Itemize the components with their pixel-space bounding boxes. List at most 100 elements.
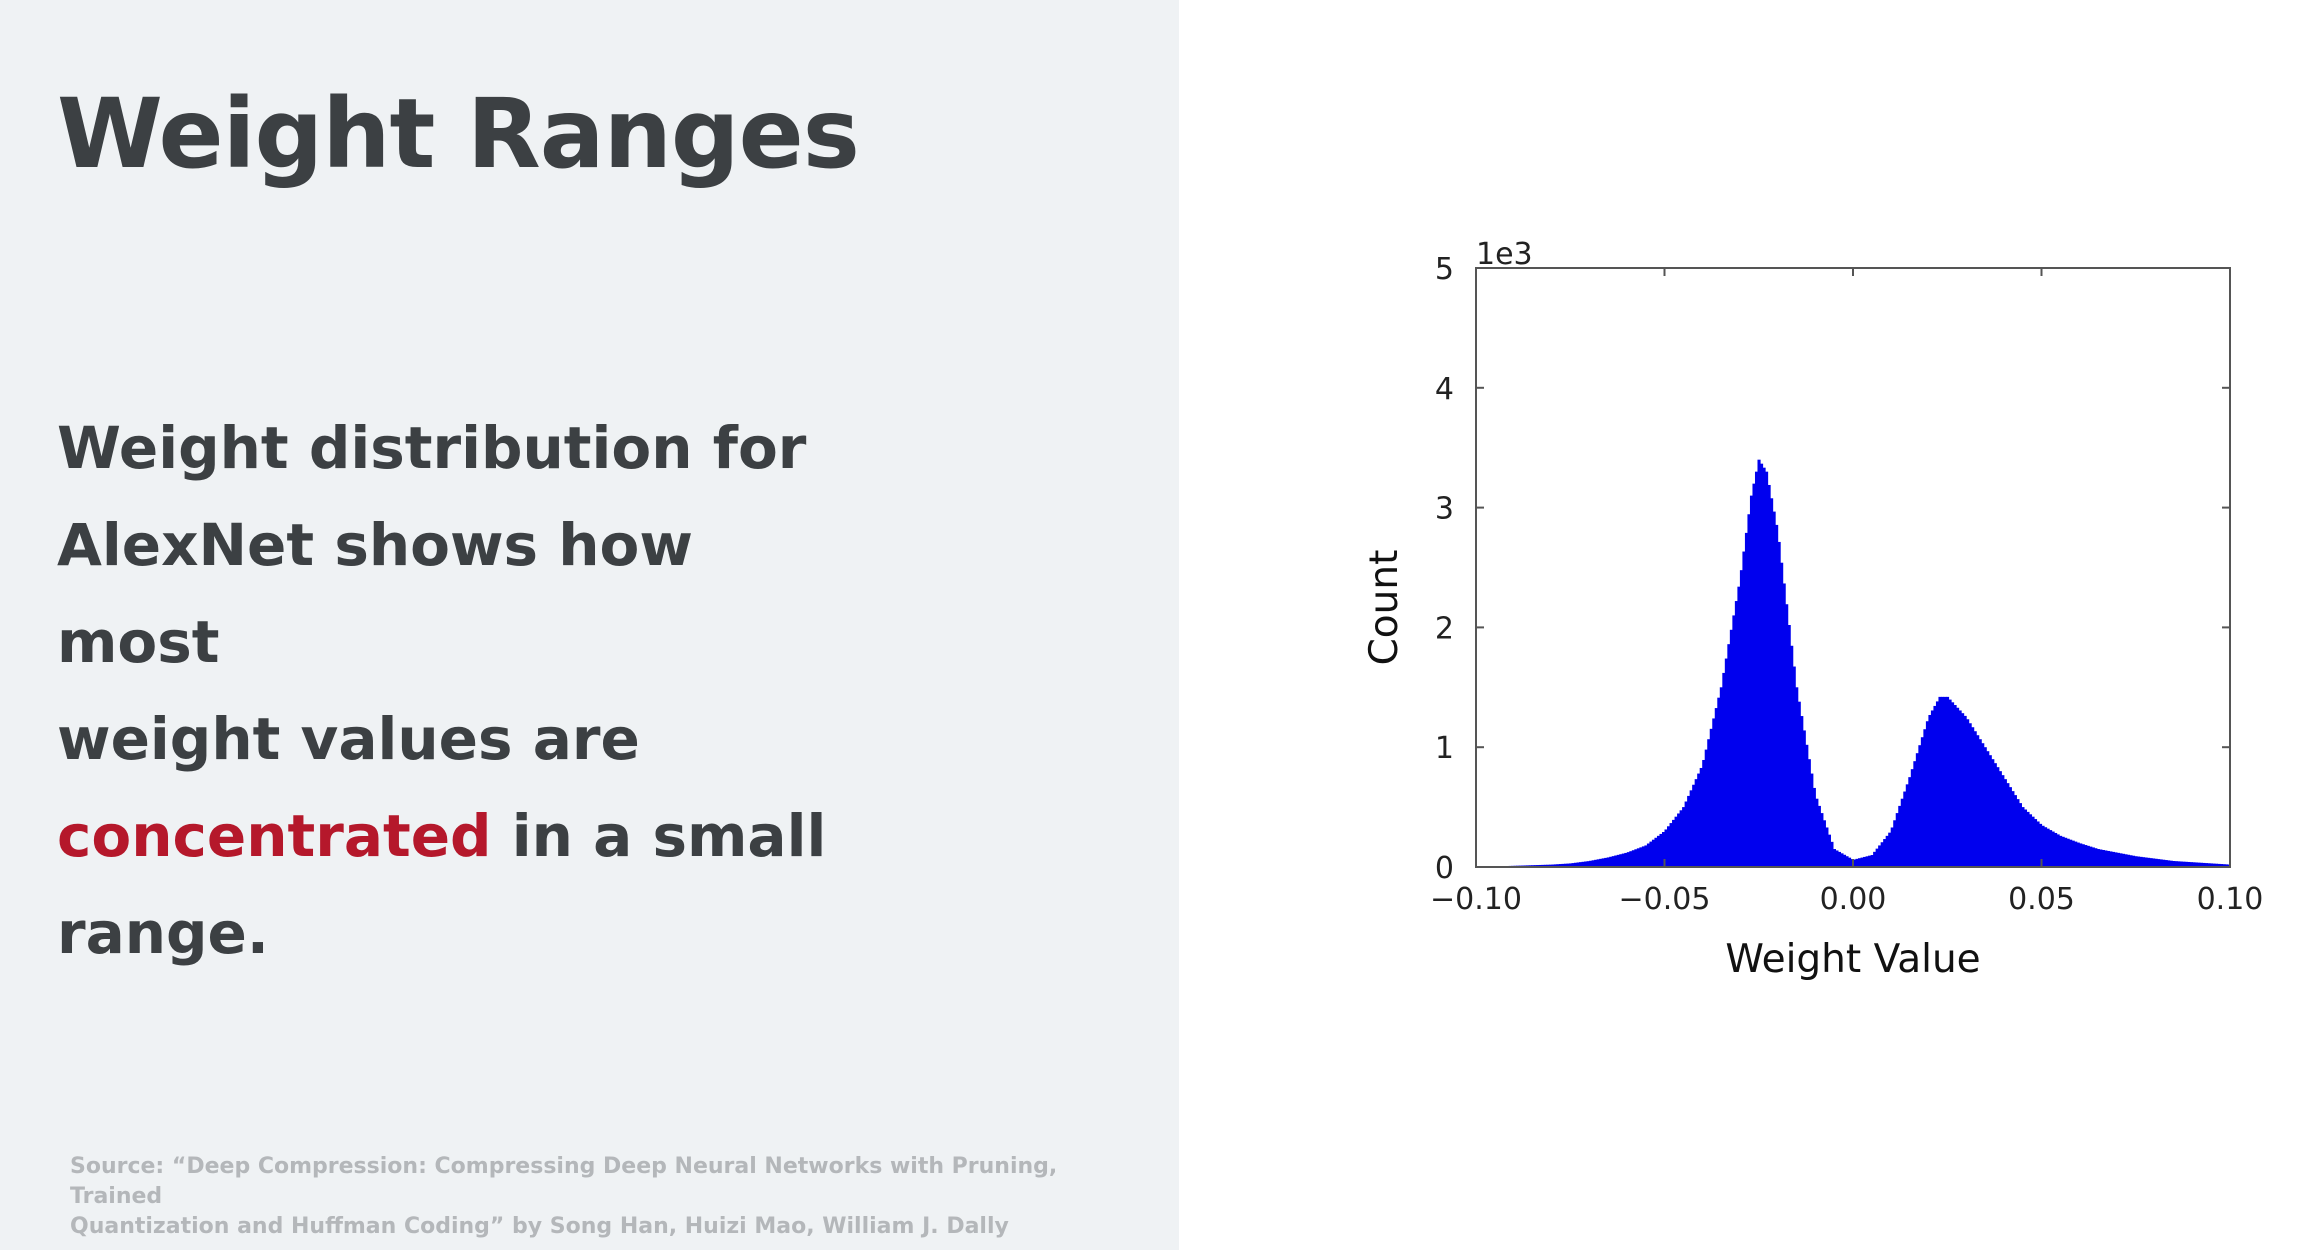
histogram-bar xyxy=(2008,787,2012,867)
histogram-bar xyxy=(1677,813,1681,867)
histogram-bar xyxy=(1923,729,1927,867)
histogram-bar xyxy=(1895,813,1899,867)
histogram-bar xyxy=(2124,854,2128,867)
histogram-bar xyxy=(2217,863,2221,867)
histogram-bar xyxy=(1546,864,1550,867)
histogram-bar xyxy=(2079,843,2083,867)
histogram-bar xyxy=(1672,819,1676,867)
histogram-bar xyxy=(2051,831,2055,867)
histogram-bar xyxy=(1722,672,1726,867)
histogram-bar xyxy=(1551,864,1555,867)
histogram-bar xyxy=(1883,839,1887,867)
histogram-bar xyxy=(1699,767,1703,867)
histogram-bar xyxy=(2049,830,2053,867)
histogram-bar xyxy=(1953,705,1957,867)
histogram-bar xyxy=(2187,861,2191,867)
histogram-bar xyxy=(1948,699,1952,867)
histogram-bar xyxy=(2197,862,2201,867)
y-tick-label: 3 xyxy=(1435,492,1454,527)
histogram-bar xyxy=(1968,723,1972,867)
histogram-bar xyxy=(1915,753,1919,867)
histogram-bar xyxy=(2069,839,2073,867)
y-tick-label: 5 xyxy=(1435,252,1454,287)
histogram-bar xyxy=(1538,864,1542,867)
histogram-bar xyxy=(1893,820,1897,867)
histogram-bar xyxy=(1855,858,1859,867)
histogram-bar xyxy=(2031,816,2035,867)
histogram-bar xyxy=(2184,861,2188,867)
histogram-bar xyxy=(2144,857,2148,867)
histogram-bar xyxy=(1649,841,1653,867)
histogram-bar xyxy=(1905,784,1909,867)
histogram-bar xyxy=(1611,856,1615,867)
histogram-bar xyxy=(2152,858,2156,867)
histogram-bar xyxy=(1689,790,1693,867)
histogram-bar xyxy=(1614,855,1618,867)
histogram-bar xyxy=(2001,775,2005,867)
histogram-bar xyxy=(1880,842,1884,867)
histogram-bar xyxy=(1644,845,1648,867)
x-tick-label: 0.10 xyxy=(2197,882,2264,917)
histogram-bar xyxy=(2109,851,2113,867)
histogram-bar xyxy=(1978,739,1982,867)
histogram-bar xyxy=(1878,845,1882,867)
histogram-bar xyxy=(2081,844,2085,867)
histogram-bar xyxy=(1684,801,1688,867)
histogram-bar xyxy=(1724,658,1728,867)
histogram-bar xyxy=(2074,841,2078,867)
histogram-bar xyxy=(1991,759,1995,867)
histogram-bar xyxy=(2129,855,2133,867)
histogram-bar xyxy=(1918,745,1922,867)
histogram-bar xyxy=(2011,791,2015,867)
histogram-bar xyxy=(2179,861,2183,867)
histogram-bar xyxy=(1571,863,1575,867)
histogram-svg: −0.10 −0.05 0.00 0.05 0.10 0 1 2 3 4 5 1e3 Weight Va… xyxy=(1362,237,2264,982)
histogram-bar xyxy=(1988,755,1992,867)
histogram-bar xyxy=(2224,864,2229,867)
histogram-bar xyxy=(1651,839,1656,867)
histogram-bar xyxy=(1646,843,1651,867)
histogram-bar xyxy=(1847,857,1852,867)
histogram-bar xyxy=(1641,846,1645,867)
histogram-bar xyxy=(1626,852,1630,867)
histogram-bar xyxy=(1579,862,1583,867)
histogram-bar xyxy=(1888,832,1892,867)
histogram-bar xyxy=(2137,856,2141,867)
histogram-bar xyxy=(1609,856,1613,867)
histogram-bar xyxy=(1993,763,1997,867)
histogram-bar xyxy=(2023,809,2028,867)
histogram-bar xyxy=(1797,701,1801,867)
histogram-bar xyxy=(1548,864,1552,867)
histogram-bar xyxy=(1566,863,1570,867)
histogram-bar xyxy=(1734,601,1738,867)
histogram-bar xyxy=(1800,716,1804,867)
histogram-bar xyxy=(1606,857,1610,867)
histogram-bar xyxy=(1692,784,1696,867)
histogram-bar xyxy=(1669,823,1673,867)
histogram-bar xyxy=(2028,814,2033,867)
y-tick-label: 1 xyxy=(1435,731,1454,766)
histogram-bar xyxy=(1890,827,1894,867)
histogram-bar xyxy=(1704,749,1708,867)
highlight-word: concentrated xyxy=(57,802,492,870)
histogram-bar xyxy=(2084,845,2088,867)
histogram-bar xyxy=(1790,645,1794,867)
histogram-bar xyxy=(2199,862,2203,867)
histogram-bar xyxy=(2154,858,2158,867)
histogram-bar xyxy=(2126,854,2131,867)
histogram-bar xyxy=(1792,666,1796,867)
source-citation: Source: “Deep Compression: Compressing D… xyxy=(70,1152,1130,1242)
x-tick-label: −0.05 xyxy=(1619,882,1711,917)
histogram-bar xyxy=(2096,849,2100,867)
histogram-bar xyxy=(1775,524,1779,867)
histogram-bar xyxy=(1935,701,1940,867)
histogram-bar xyxy=(1739,570,1744,867)
histogram-bar xyxy=(1589,860,1593,867)
histogram-bar xyxy=(1541,864,1545,867)
source-line-1: Source: “Deep Compression: Compressing D… xyxy=(70,1154,1058,1209)
histogram-bar xyxy=(2194,862,2198,867)
histogram-bar xyxy=(1765,471,1769,867)
histogram-bar xyxy=(2091,847,2095,867)
histogram-bar xyxy=(1996,767,2000,867)
histogram-bar xyxy=(1656,835,1661,867)
